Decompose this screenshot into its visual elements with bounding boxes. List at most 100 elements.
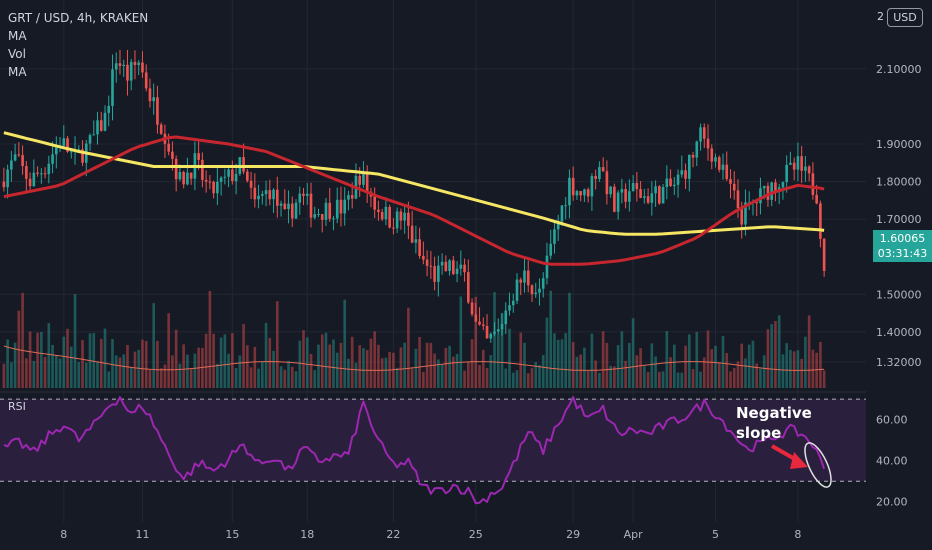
currency-button[interactable]: USD [887, 8, 923, 27]
candle [392, 218, 395, 235]
candle [583, 188, 586, 203]
candle [99, 111, 103, 132]
candle [219, 176, 223, 196]
volume-bar [365, 350, 369, 388]
candle-body [216, 181, 219, 194]
candle [639, 181, 642, 199]
volume-bar [309, 353, 313, 388]
volume-bar [459, 296, 463, 388]
candle [32, 159, 36, 188]
rsi-tick-label: 40.00 [876, 455, 908, 468]
candle-body [774, 182, 777, 192]
candle [789, 151, 792, 165]
volume-bar [6, 339, 9, 388]
candle-body [77, 149, 81, 151]
volume-bar [800, 358, 803, 388]
volume-bar [10, 362, 13, 388]
legend-vol[interactable]: Vol [8, 47, 26, 61]
candle [785, 155, 788, 193]
candle-body [478, 321, 481, 325]
candle [186, 157, 189, 186]
volume-bar [84, 362, 88, 388]
candle-body [309, 193, 313, 218]
candle-body [583, 189, 586, 196]
volume-bar [317, 344, 320, 388]
candle-body [740, 208, 744, 225]
candle [470, 298, 474, 317]
candle [601, 157, 605, 172]
candle [579, 190, 582, 202]
candle [452, 255, 455, 276]
candle-body [407, 212, 410, 226]
candle-body [770, 182, 774, 200]
price-tick-label: 2.10000 [876, 63, 922, 76]
legend-ma-1[interactable]: MA [8, 29, 27, 43]
candle [324, 197, 328, 226]
volume-bar [148, 369, 152, 388]
candle [687, 154, 691, 192]
candle-body [508, 305, 511, 311]
candle-body [103, 112, 107, 131]
candle-body [212, 181, 215, 194]
candle [152, 83, 156, 115]
candle [534, 282, 538, 298]
candle [268, 179, 272, 206]
volume-bar [414, 348, 418, 388]
rsi-legend[interactable]: RSI [8, 400, 26, 413]
candle-body [523, 270, 526, 283]
candle [496, 318, 500, 335]
candle-body [789, 162, 792, 165]
volume-bar [290, 366, 294, 388]
volume-bar [807, 315, 811, 388]
volume-bar [699, 371, 702, 388]
candle [620, 178, 624, 204]
candle-body [10, 160, 13, 170]
volume-bar [601, 331, 605, 388]
candle [729, 169, 732, 199]
volume-bar [373, 331, 376, 388]
volume-bar [819, 341, 822, 388]
volume-bar [470, 339, 474, 388]
candle [811, 162, 815, 200]
volume-bar [114, 355, 118, 388]
candle-body [231, 169, 234, 182]
candle-body [242, 157, 245, 172]
volume-bar [714, 345, 717, 388]
volume-bar [103, 328, 107, 388]
candle-body [624, 189, 627, 202]
candle [511, 293, 515, 313]
volume-bar [227, 353, 230, 388]
candle-body [137, 62, 141, 66]
candle [208, 175, 212, 190]
candle-body [613, 186, 616, 212]
legend-ma-2[interactable]: MA [8, 65, 27, 79]
candle-body [347, 195, 350, 200]
candle [201, 152, 204, 188]
volume-bar [152, 303, 156, 388]
price-axis[interactable]: 2.10000 1.90000 1.80000 1.70000 1.50000 1.400… [876, 63, 922, 509]
candle [133, 50, 137, 80]
candle-body [822, 238, 826, 271]
volume-bar [478, 365, 481, 388]
candle-body [504, 310, 508, 325]
volume-bar [796, 350, 800, 388]
candle [339, 186, 343, 227]
time-axis[interactable]: 8 11 15 18 22 25 29 Apr 5 8 [60, 528, 801, 541]
candle-body [481, 324, 485, 326]
candle [332, 215, 335, 231]
candle [96, 111, 99, 145]
candle-body [167, 143, 170, 152]
candle-body [253, 187, 257, 200]
candle [410, 210, 414, 244]
volume-bar [350, 336, 354, 388]
candle [279, 200, 283, 217]
candle-body [665, 178, 669, 187]
candle [234, 163, 238, 195]
candle-body [493, 331, 496, 334]
candle [88, 133, 92, 151]
volume-bar [144, 340, 148, 388]
volume-bar [377, 344, 380, 388]
symbol-title[interactable]: GRT / USD, 4h, KRAKEN [8, 11, 149, 25]
volume-bar [785, 343, 788, 388]
